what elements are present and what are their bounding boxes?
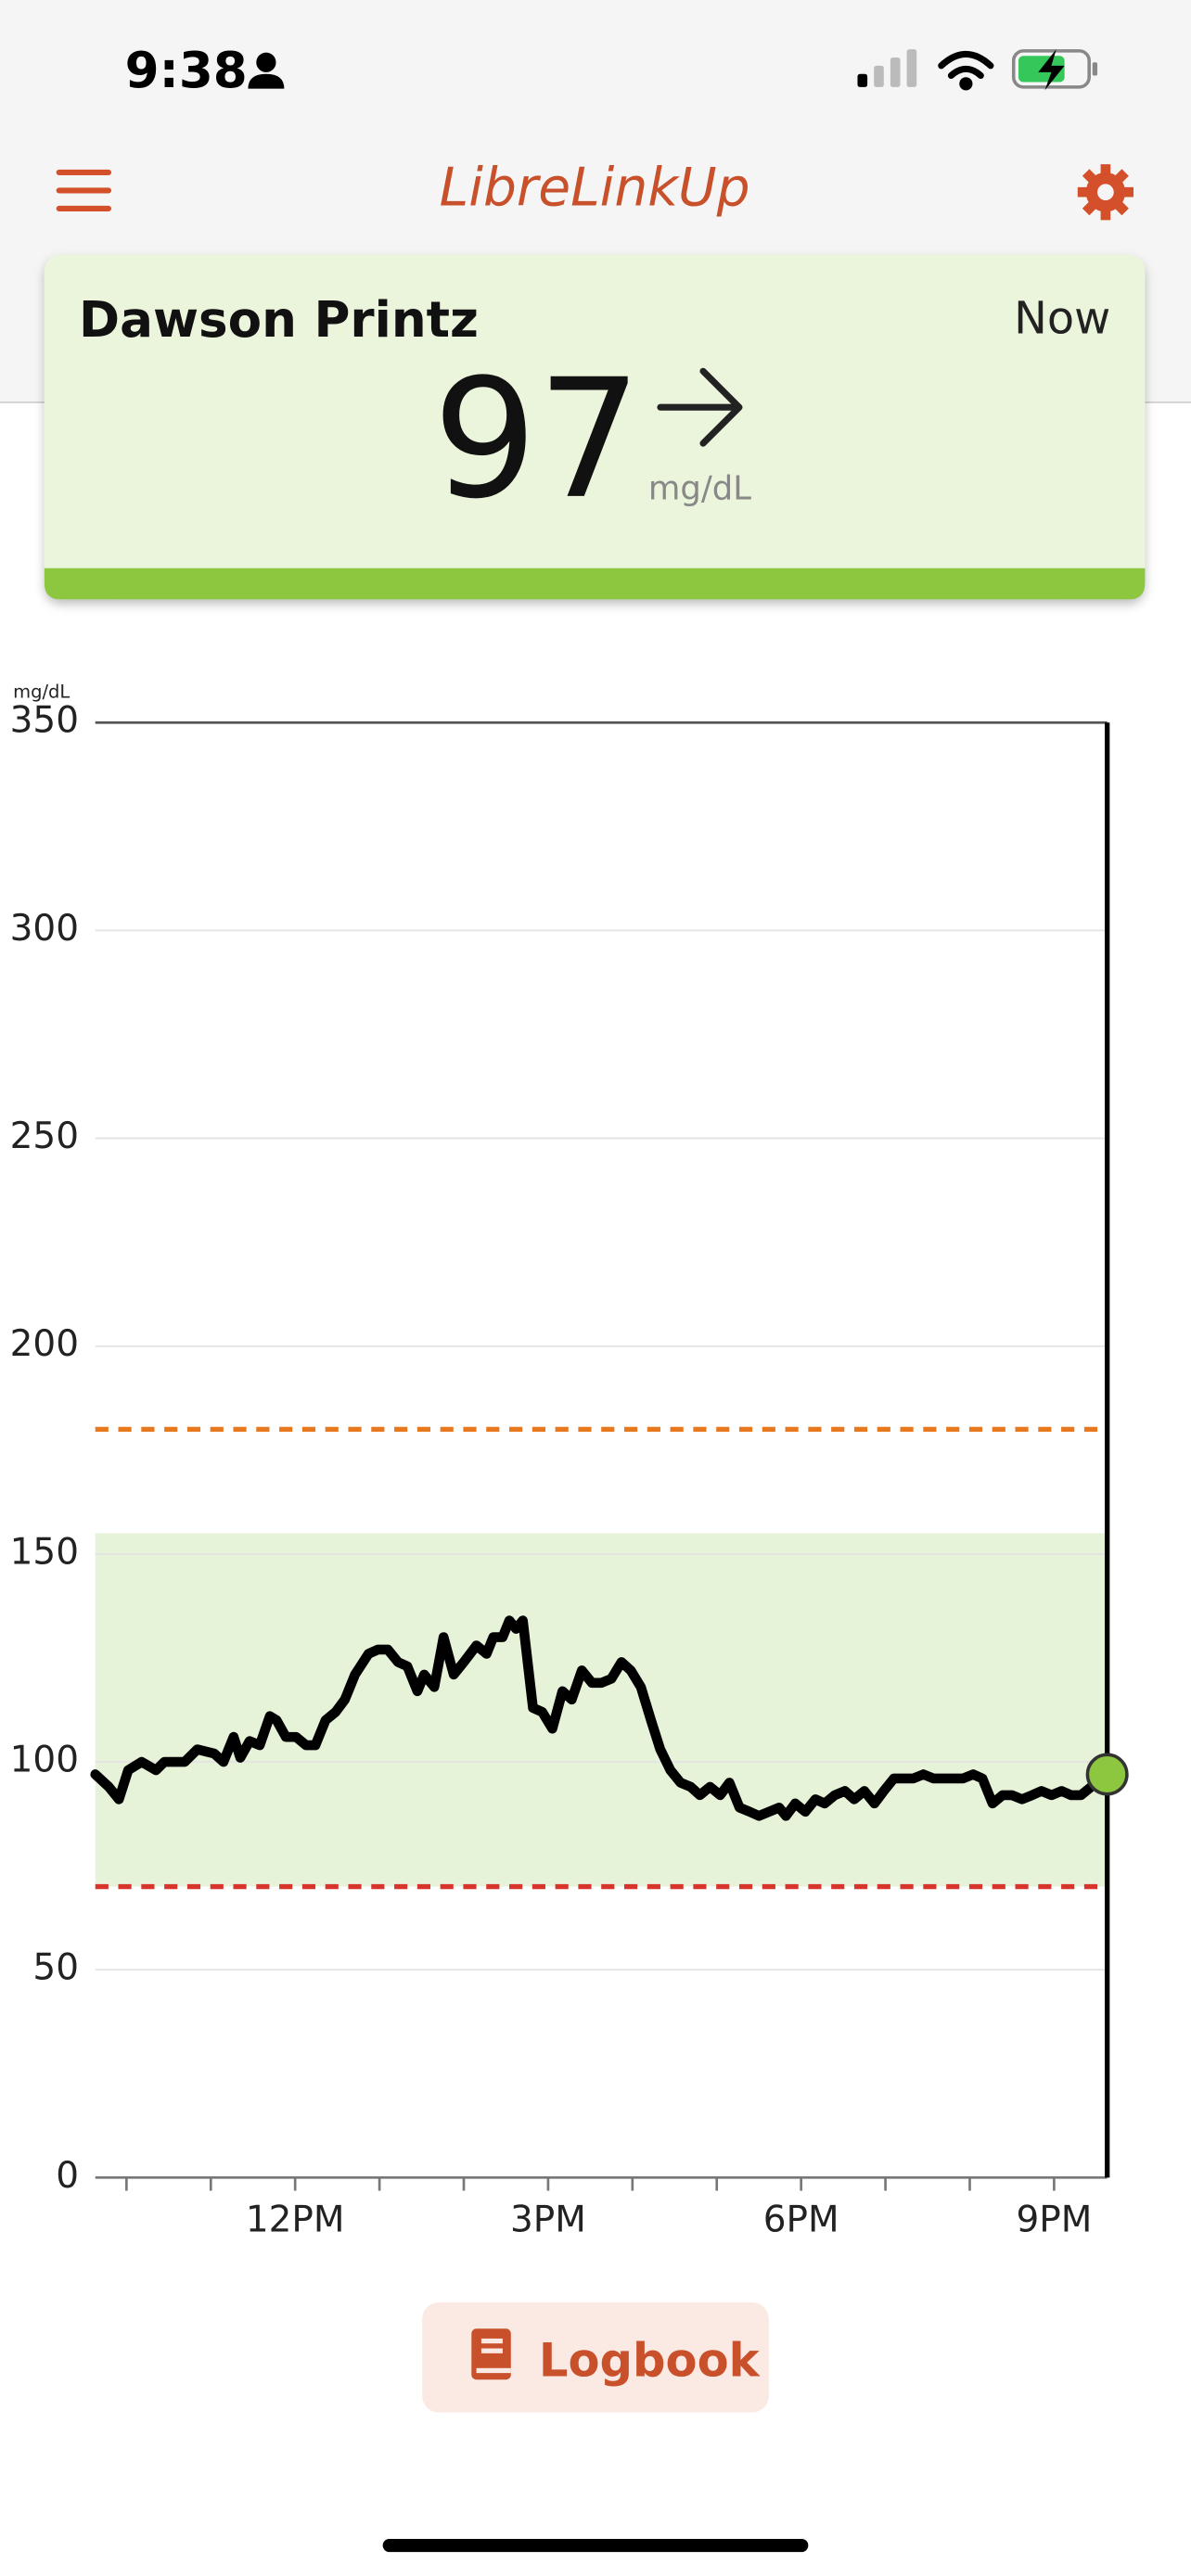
settings-button[interactable] <box>1077 164 1134 221</box>
current-reading <box>1085 1753 1129 1796</box>
person-icon <box>248 52 285 89</box>
glucose-chart: 0 50 100 150 200 250 300 350 12PM 3PM 6PM 9PM <box>10 700 1129 2241</box>
logbook-button[interactable]: Logbook <box>422 2302 769 2413</box>
y-tick-label: 350 <box>10 700 79 742</box>
x-tick-label: 9PM <box>1016 2200 1092 2241</box>
status-strip <box>44 567 1146 600</box>
menu-button[interactable] <box>56 169 111 212</box>
reading-time: Now <box>1014 294 1110 345</box>
wifi-icon <box>938 51 994 91</box>
target-range <box>95 1533 1108 1887</box>
x-tick-label: 6PM <box>763 2200 839 2241</box>
app-title: LibreLinkUp <box>440 157 750 218</box>
y-axis-unit: mg/dL <box>13 682 70 703</box>
y-tick-label: 0 <box>56 2155 79 2197</box>
logbook-label: Logbook <box>539 2334 761 2388</box>
y-tick-label: 100 <box>10 1740 79 1781</box>
trend-arrow <box>657 367 743 447</box>
glucose-value: 97 <box>432 344 641 535</box>
battery-icon <box>1011 49 1098 91</box>
patient-card[interactable] <box>44 254 1146 600</box>
y-tick-label: 300 <box>10 908 79 950</box>
x-tick-label: 12PM <box>246 2200 345 2241</box>
y-tick-label: 50 <box>32 1947 79 1989</box>
y-tick-label: 200 <box>10 1323 79 1365</box>
y-tick-label: 250 <box>10 1116 79 1157</box>
patient-name: Dawson Printz <box>79 291 479 349</box>
glucose-line <box>90 1615 1112 1821</box>
book-icon <box>471 2328 511 2380</box>
x-tick-label: 3PM <box>510 2200 586 2241</box>
glucose-unit: mg/dL <box>648 469 751 507</box>
y-tick-label: 150 <box>10 1531 79 1573</box>
status-time: 9:38 <box>125 42 248 99</box>
signal-icon <box>857 49 917 87</box>
home-indicator <box>382 2538 809 2553</box>
